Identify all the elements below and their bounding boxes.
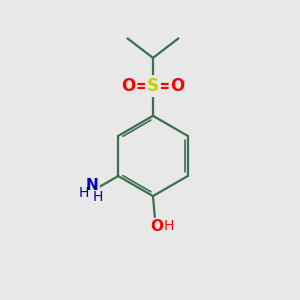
Text: O: O	[170, 77, 184, 95]
Text: N: N	[86, 178, 99, 193]
Text: S: S	[147, 77, 159, 95]
Text: O: O	[122, 77, 136, 95]
Text: H: H	[79, 186, 89, 200]
Text: H: H	[92, 190, 103, 204]
Text: H: H	[164, 219, 174, 233]
Text: O: O	[150, 219, 163, 234]
